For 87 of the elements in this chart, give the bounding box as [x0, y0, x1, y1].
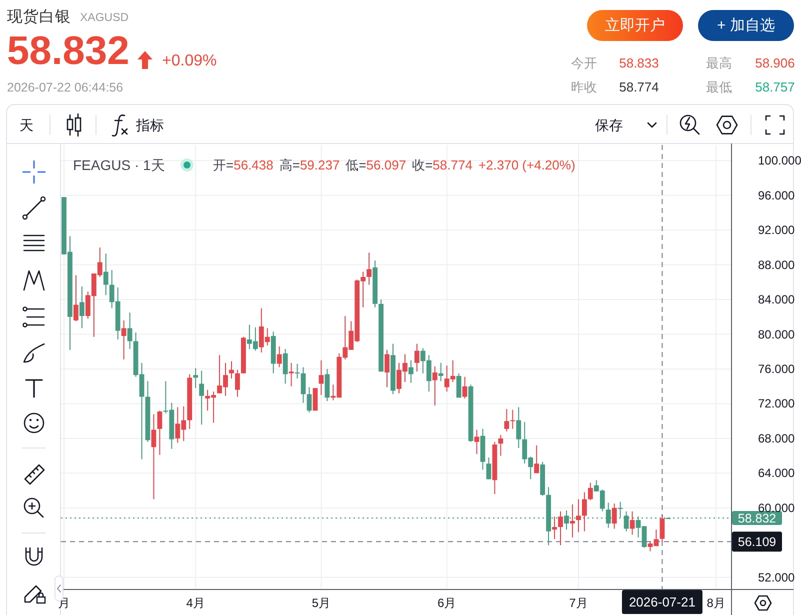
y-tick-label: 100.000 — [758, 154, 801, 168]
annotation: 收=58.774 — [412, 158, 472, 172]
button: 立即开户 — [587, 10, 683, 41]
candlestick — [486, 457, 492, 480]
y-tick-label: 84.000 — [758, 292, 796, 307]
candlestick — [288, 362, 294, 387]
annotation: FEAGUS · 1天 — [73, 157, 165, 173]
y-tick-label: 80.000 — [758, 327, 796, 342]
y-tick-label: 72.000 — [758, 396, 796, 411]
text: 最低 — [706, 80, 732, 94]
candlestick — [318, 360, 324, 396]
chart-title: 现货白银 — [7, 8, 71, 26]
candlestick — [504, 408, 510, 432]
candlestick — [294, 363, 300, 380]
candlestick — [612, 503, 617, 530]
y-tick-label: 68.000 — [758, 431, 796, 446]
x-tick-label: 6月 — [438, 596, 456, 610]
x-tick-label: 2026-07-21 — [628, 594, 696, 610]
text: 最高 — [706, 56, 732, 70]
candlestick — [474, 429, 480, 455]
candlestick — [193, 368, 198, 389]
candlestick — [103, 253, 108, 296]
candlestick — [235, 369, 240, 398]
text: 2026-07-22 06:44:56 — [7, 80, 124, 94]
text: 指标 — [135, 117, 164, 133]
annotation: 低=56.097 — [346, 158, 406, 172]
button: + 加自选 — [698, 10, 794, 41]
candlestick — [516, 406, 522, 448]
y-tick-label: 92.000 — [758, 223, 796, 238]
candlestick — [414, 343, 420, 372]
text: 昨收 — [571, 80, 597, 94]
candlestick — [630, 510, 635, 536]
candlestick — [438, 362, 444, 382]
text: 58.774 — [619, 80, 659, 94]
candlestick — [510, 409, 516, 430]
x-tick-label: 8月 — [706, 596, 726, 610]
candlestick — [127, 312, 132, 350]
annotation: +2.370 (+4.20%) — [478, 158, 576, 172]
text: 58.833 — [619, 56, 659, 70]
candlestick — [151, 414, 156, 500]
x-tick-label: 5月 — [312, 596, 331, 610]
candlestick — [276, 346, 282, 368]
text: 天 — [20, 117, 34, 133]
ref-line-label: 56.109 — [738, 535, 776, 550]
candlestick — [552, 516, 557, 540]
candlestick — [582, 492, 587, 532]
candlestick — [157, 410, 162, 456]
candlestick — [229, 360, 234, 380]
candlestick — [570, 504, 575, 538]
candlestick — [324, 368, 330, 402]
candlestick — [74, 274, 78, 322]
text: 58.906 — [755, 56, 795, 70]
text: 58.832 — [7, 29, 130, 73]
candlestick — [282, 348, 288, 384]
candlestick — [432, 366, 438, 406]
ref-line-label: 58.832 — [738, 512, 776, 526]
candlestick — [462, 376, 468, 400]
x-tick-label: 4月 — [186, 596, 205, 610]
candlestick — [558, 510, 563, 546]
candlestick — [498, 434, 504, 456]
chart-subtitle: XAGUSD — [80, 12, 129, 24]
candlestick — [79, 286, 84, 329]
candlestick — [306, 386, 312, 413]
text: 保存 — [595, 117, 623, 133]
annotation: 开=56.438 — [213, 158, 274, 172]
candlestick — [576, 498, 581, 533]
y-tick-label: 88.000 — [758, 258, 796, 272]
candlestick — [121, 320, 126, 360]
candlestick — [312, 388, 318, 412]
candlestick — [366, 252, 372, 286]
y-tick-label: 64.000 — [758, 466, 796, 480]
candlestick — [199, 370, 204, 426]
candlestick — [300, 366, 306, 404]
annotation: 高=59.237 — [279, 158, 340, 172]
text: 58.757 — [755, 80, 795, 94]
candlestick — [588, 482, 593, 501]
y-tick-label: 76.000 — [758, 362, 796, 376]
text: 今开 — [571, 56, 597, 70]
x-tick-label: 7月 — [569, 596, 588, 610]
candlestick — [456, 372, 462, 398]
candlestick — [660, 514, 665, 542]
candlestick — [408, 360, 414, 384]
candlestick — [534, 444, 540, 474]
candlestick — [384, 349, 390, 388]
y-tick-label: 52.000 — [758, 570, 796, 584]
text: +0.09% — [162, 52, 217, 70]
y-tick-label: 96.000 — [758, 188, 796, 202]
